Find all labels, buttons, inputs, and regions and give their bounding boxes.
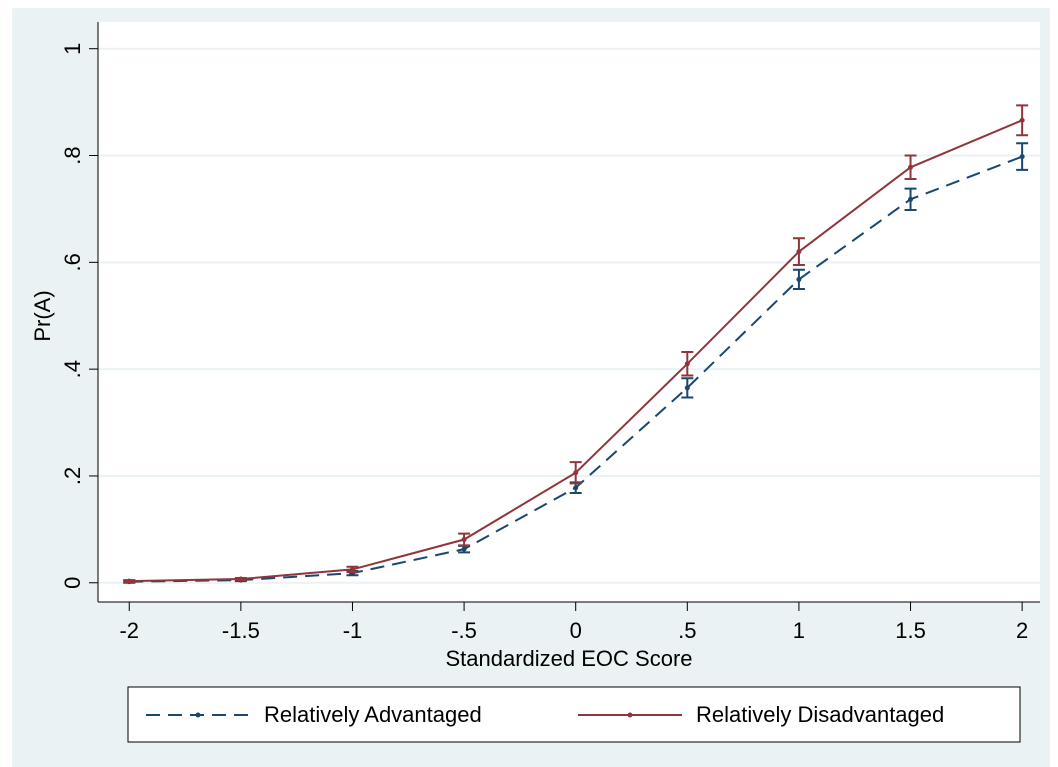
y-tick-label: .6: [60, 253, 85, 271]
point: [126, 578, 132, 584]
x-tick-label: -.5: [451, 618, 477, 643]
y-tick-label: .8: [60, 146, 85, 164]
x-tick-label: -2: [119, 618, 139, 643]
y-tick-label: .2: [60, 467, 85, 485]
point: [796, 249, 802, 255]
y-axis-title: Pr(A): [30, 290, 55, 341]
point: [461, 546, 467, 552]
y-tick-label: 0: [60, 577, 85, 589]
x-tick-label: -1: [343, 618, 363, 643]
legend: [127, 686, 1021, 743]
point: [684, 361, 690, 367]
point: [908, 164, 914, 170]
legend-label: Relatively Advantaged: [264, 702, 482, 727]
point: [1019, 117, 1025, 123]
y-tick-label: .4: [60, 360, 85, 378]
point: [461, 537, 467, 543]
x-tick-label: 1.5: [895, 618, 926, 643]
point: [238, 576, 244, 582]
point: [1019, 154, 1025, 160]
point: [573, 485, 579, 491]
point: [684, 385, 690, 391]
x-tick-label: -1.5: [222, 618, 260, 643]
x-tick-label: .5: [678, 618, 696, 643]
plot-area: [98, 22, 1040, 602]
legend-label: Relatively Disadvantaged: [696, 702, 944, 727]
y-tick-label: 1: [60, 43, 85, 55]
point: [349, 566, 355, 572]
point: [796, 276, 802, 282]
point: [573, 470, 579, 476]
legend-marker: [195, 712, 201, 718]
x-axis-title: Standardized EOC Score: [445, 646, 692, 671]
legend-marker: [627, 712, 633, 718]
x-tick-label: 1: [793, 618, 805, 643]
x-tick-label: 0: [570, 618, 582, 643]
x-tick-label: 2: [1016, 618, 1028, 643]
point: [908, 196, 914, 202]
